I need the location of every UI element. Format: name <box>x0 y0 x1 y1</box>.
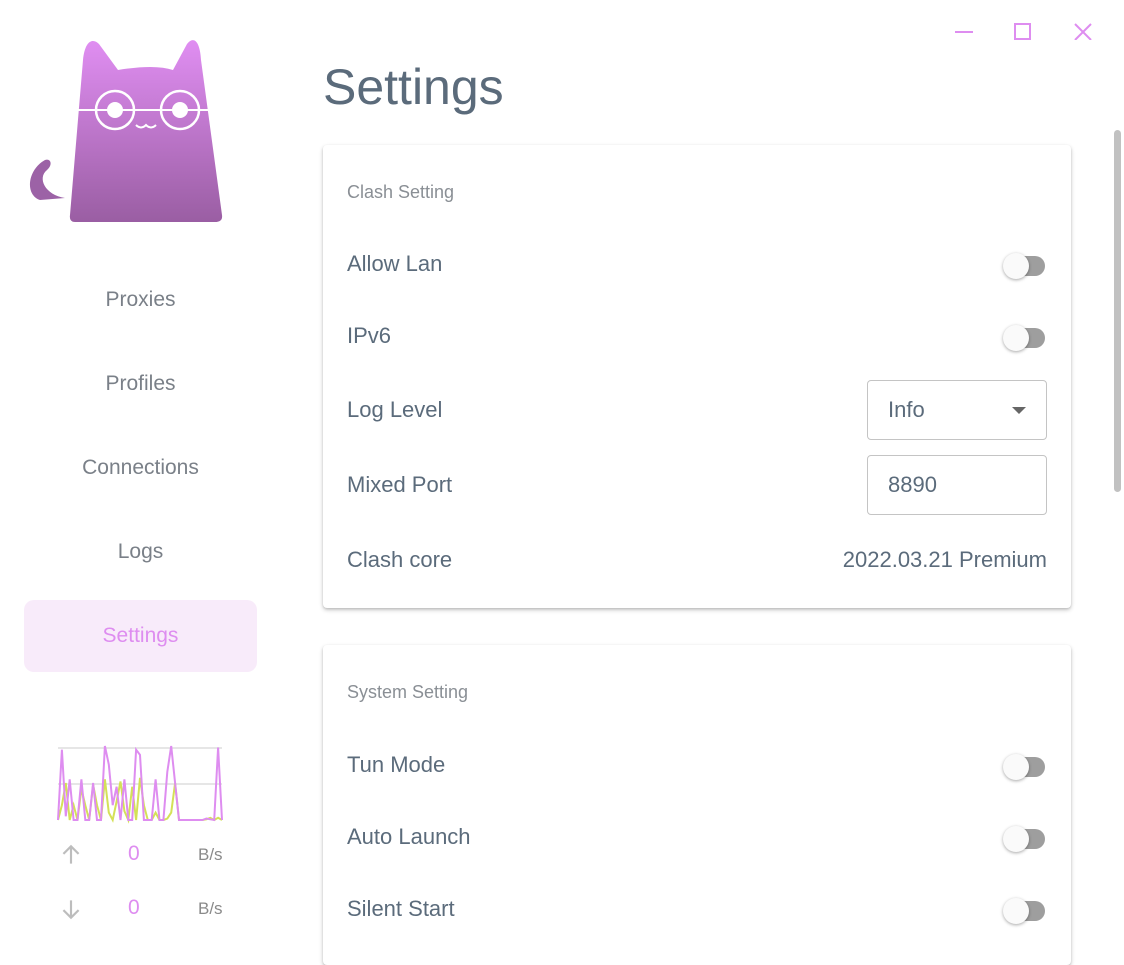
maximize-button[interactable] <box>1009 16 1037 44</box>
allow-lan-label: Allow Lan <box>347 251 443 276</box>
clash-core-label: Clash core <box>347 547 453 572</box>
auto-launch-toggle[interactable] <box>1003 825 1047 852</box>
scrollbar[interactable] <box>1114 130 1121 492</box>
maximize-icon <box>1014 23 1031 40</box>
system-setting-card: System Setting Tun Mode Auto Launch Sile… <box>323 645 1071 965</box>
sidebar: Proxies Profiles Connections Logs Settin… <box>0 0 280 937</box>
upload-rate: 0 B/s <box>58 842 228 872</box>
mixed-port-input[interactable]: 8890 <box>867 455 1047 515</box>
minimize-button[interactable] <box>950 16 978 44</box>
allow-lan-toggle[interactable] <box>1003 252 1047 279</box>
mixed-port-value: 8890 <box>888 472 937 497</box>
sidebar-item-connections[interactable]: Connections <box>82 456 199 479</box>
close-icon <box>1074 23 1092 40</box>
silent-start-row: Silent Start <box>347 884 1047 934</box>
auto-launch-row: Auto Launch <box>347 812 1047 862</box>
mixed-port-label: Mixed Port <box>347 472 453 497</box>
ipv6-row: IPv6 <box>347 311 1047 361</box>
arrow-down-icon <box>62 900 80 920</box>
sidebar-item-settings[interactable]: Settings <box>24 600 257 672</box>
mixed-port-row: Mixed Port 8890 <box>347 455 1047 515</box>
log-level-label: Log Level <box>347 397 443 422</box>
upload-value: 0 <box>128 842 140 865</box>
sidebar-item-logs[interactable]: Logs <box>117 540 164 563</box>
tun-mode-toggle[interactable] <box>1003 753 1047 780</box>
download-rate: 0 B/s <box>58 896 228 926</box>
download-unit: B/s <box>198 899 223 918</box>
ipv6-toggle[interactable] <box>1003 324 1047 351</box>
auto-launch-label: Auto Launch <box>347 824 471 849</box>
upload-unit: B/s <box>198 845 223 864</box>
close-button[interactable] <box>1069 16 1097 44</box>
traffic-graph <box>57 745 223 824</box>
card-title: System Setting <box>347 682 469 702</box>
arrow-up-icon <box>62 844 80 864</box>
tun-mode-label: Tun Mode <box>347 752 446 777</box>
clash-core-row: Clash core 2022.03.21 Premium <box>347 535 1047 585</box>
minimize-icon <box>955 31 973 33</box>
sidebar-item-profiles[interactable]: Profiles <box>105 372 176 395</box>
log-level-select[interactable]: Info <box>867 380 1047 440</box>
log-level-value: Info <box>888 397 925 422</box>
clash-setting-card: Clash Setting Allow Lan IPv6 Log Level I… <box>323 145 1071 608</box>
card-title: Clash Setting <box>347 182 455 202</box>
silent-start-toggle[interactable] <box>1003 897 1047 924</box>
silent-start-label: Silent Start <box>347 896 455 921</box>
ipv6-label: IPv6 <box>347 323 392 348</box>
tun-mode-row: Tun Mode <box>347 740 1047 790</box>
allow-lan-row: Allow Lan <box>347 239 1047 289</box>
caret-down-icon <box>1012 406 1026 414</box>
page-title: Settings <box>323 59 504 115</box>
sidebar-item-proxies[interactable]: Proxies <box>105 288 176 311</box>
upload-series-line <box>57 745 223 822</box>
clash-core-version: 2022.03.21 Premium <box>842 547 1047 572</box>
download-value: 0 <box>128 896 140 919</box>
cat-logo <box>29 40 223 222</box>
log-level-row: Log Level Info <box>347 380 1047 440</box>
